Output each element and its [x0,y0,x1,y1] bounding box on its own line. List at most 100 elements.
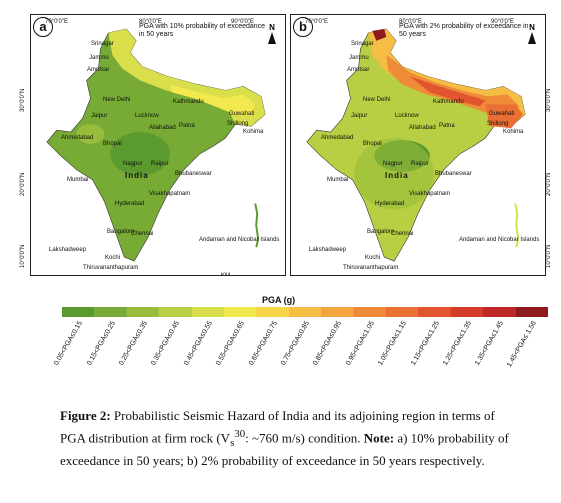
panel-letter-b: b [293,17,313,37]
figure-caption: Figure 2: Probabilistic Seismic Hazard o… [60,407,520,470]
legend-swatch [353,307,387,317]
city-label: Srinagar [91,41,114,47]
andaman-islands-b [514,203,520,248]
legend-bin-label: 0.25<PGA≤0.35 [118,320,150,367]
caption-note-label: Note: [363,430,395,446]
city-label: Allahabad [149,125,176,131]
city-label: Shillong [227,121,249,127]
north-arrow-icon: N [525,23,539,49]
city-label: Hyderabad [375,201,405,207]
city-label: Ahmedabad [321,135,354,141]
region-label-india: India [125,171,149,180]
legend-bin-label: 0.15<PGA≤0.25 [85,320,117,367]
city-label: Bangalore [107,229,135,235]
city-label: Visakhapatnam [149,191,191,197]
tick-side-20n: 20°0'0"N [20,172,26,196]
legend-bin-label: 1.35<PGA≤1.45 [474,320,506,367]
city-label: Kochi [365,255,381,261]
tick-side-10n: 10°0'0"N [546,244,552,268]
legend-swatch [418,307,451,317]
region-label-india: India [385,171,409,180]
city-label: Amritsar [87,67,110,73]
caption-text-2: : ~760 m/s) condition. [245,430,364,446]
map-panel-b: b PGA with 2% probability of exceedance … [290,14,546,276]
city-label: Jaipur [91,113,108,119]
city-label: Ahmedabad [61,135,94,141]
legend-bin-label: 0.85<PGA≤0.95 [312,320,344,367]
city-label: New Delhi [103,97,131,103]
city-label: Kathmandu [433,99,464,105]
city-label: Thiruvananthapuram [343,265,399,271]
city-label: Bhubaneswar [175,171,212,177]
city-label: Bhopal [103,141,122,147]
kashmir-peak-b [372,28,387,41]
legend-bin-label: 0.55<PGA≤0.65 [215,320,247,367]
legend-swatch [126,307,160,317]
legend-title: PGA (g) [262,295,296,305]
city-label: Lucknow [395,113,419,119]
city-label: Nagpur [383,161,403,167]
legend-bin-label: 0.35<PGA≤0.45 [150,320,182,367]
tick-top-90e: 90°0'0"E [231,19,255,25]
city-label: Thiruvananthapuram [83,265,139,271]
legend-swatch [386,307,419,317]
tick-side-20n: 20°0'0"N [546,172,552,196]
caption-text-1: Probabilistic Seismic Hazard of India an… [60,408,495,446]
north-label: N [269,23,275,32]
northeast-high-b [485,104,524,129]
city-label: Hyderabad [115,201,145,207]
city-label: Guwahati [489,111,515,117]
legend-bin-label: 1.15<PGA≤1.25 [409,320,441,367]
caption-text-3: a) 10% probability of exceedance in 50 y… [60,430,509,468]
city-label: Jammu [349,55,369,61]
city-label: Kochi [105,255,121,261]
north-arrow-icon: N [265,23,279,49]
city-label: Lakshadweep [49,247,87,253]
caption-sup: 30 [234,428,246,440]
panel-caption-b: PGA with 2% probability of exceedance in… [399,23,529,38]
legend-swatch [450,307,484,317]
tick-top-80e: 80°0'0"E [139,19,163,25]
panel-caption-a: PGA with 10% probability of exceedance i… [139,23,266,38]
tick-side-30n: 30°0'0"N [20,88,26,112]
city-label: Chennai [391,231,414,237]
tick-side-30n: 30°0'0"N [546,88,552,112]
city-label: Guwahati [229,111,255,117]
himalaya-core-a [169,84,256,115]
city-label: Mumbai [327,177,349,183]
central-low-zone-a [110,132,170,176]
legend-bin-label: 1.25<PGA≤1.35 [442,320,474,367]
city-label: Patna [179,123,195,129]
legend-swatch [224,307,257,317]
legend-swatch [159,307,192,317]
city-label: Kathmandu [173,99,204,105]
scale-bar: KM 650 325 0 650 [173,273,283,275]
city-label: Jaipur [351,113,368,119]
legend-swatch [62,307,95,317]
tick-top-80e: 80°0'0"E [399,19,423,25]
legend-bin-label: 0.95<PGA≤1.05 [344,320,376,367]
legend-swatch [483,307,516,317]
tick-top-90e: 90°0'0"E [491,19,515,25]
city-label: Visakhapatnam [409,191,451,197]
legend-swatch [94,307,127,317]
north-label: N [529,23,535,32]
city-label: Mumbai [67,177,89,183]
tick-side-10n: 10°0'0"N [20,244,26,268]
city-label: Amritsar [347,67,370,73]
india-map-b [291,15,545,275]
legend-swatch [288,307,322,317]
city-label: Kohima [503,129,524,135]
map-panel-a: a PGA with 10% probability of exceedance… [30,14,286,276]
islands-label: Andaman and Nicobar Islands [459,237,540,243]
legend-swatch [515,307,549,317]
legend-color-bar [62,307,549,317]
city-label: Chennai [131,231,154,237]
caption-sub: s [230,436,235,449]
city-label: Patna [439,123,455,129]
tick-top-70e: 70°0'0"E [45,19,69,25]
legend-bin-label: 1.05<PGA≤1.15 [377,320,409,367]
legend-swatch [256,307,289,317]
city-label: Kohima [243,129,264,135]
legend-swatch [191,307,225,317]
